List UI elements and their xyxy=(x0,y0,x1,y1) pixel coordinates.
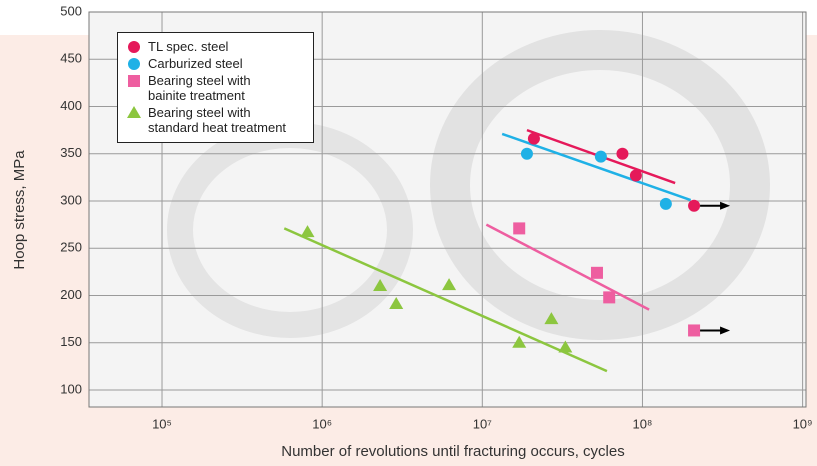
legend-icon xyxy=(128,75,140,87)
y-axis-label: Hoop stress, MPa xyxy=(11,150,28,270)
legend-label: Bearing steel with bainite treatment xyxy=(148,73,251,103)
marker xyxy=(558,340,573,353)
trend-line xyxy=(485,223,650,311)
trend-line xyxy=(501,132,692,202)
legend-item: TL spec. steel xyxy=(126,39,313,54)
marker xyxy=(659,197,672,210)
legend-label: Bearing steel with standard heat treatme… xyxy=(148,105,287,135)
trend-line xyxy=(283,227,608,373)
bearing-image xyxy=(430,30,770,340)
marker xyxy=(128,58,140,70)
y-tick-label: 200 xyxy=(60,287,82,302)
marker xyxy=(527,132,540,145)
x-tick-label: 10⁸ xyxy=(632,416,652,431)
marker xyxy=(442,278,457,291)
legend-label: Carburized steel xyxy=(148,56,243,71)
x-tick-label: 10⁵ xyxy=(152,416,172,431)
x-tick-label: 10⁷ xyxy=(473,416,492,431)
marker xyxy=(512,335,527,348)
legend-item: Bearing steel with standard heat treatme… xyxy=(126,105,313,135)
marker xyxy=(300,225,315,238)
marker xyxy=(629,169,642,182)
y-tick-label: 100 xyxy=(60,381,82,396)
marker xyxy=(688,324,701,337)
x-tick-label: 10⁶ xyxy=(312,416,332,431)
legend-icon xyxy=(128,41,140,53)
plot-frame xyxy=(88,11,807,408)
marker xyxy=(603,291,616,304)
legend-label: TL spec. steel xyxy=(148,39,229,54)
y-tick-label: 500 xyxy=(60,3,82,18)
x-tick-label: 10⁹ xyxy=(793,416,813,431)
runout-arrowhead xyxy=(720,326,731,335)
legend-icon xyxy=(127,106,141,118)
legend-item: Carburized steel xyxy=(126,56,313,71)
marker xyxy=(590,266,603,279)
legend-icon xyxy=(128,58,140,70)
marker xyxy=(688,199,701,212)
y-tick-label: 400 xyxy=(60,98,82,113)
marker xyxy=(513,222,526,235)
runout-arrowhead xyxy=(720,201,731,210)
marker xyxy=(616,147,629,160)
y-tick-label: 250 xyxy=(60,240,82,255)
y-tick-label: 300 xyxy=(60,192,82,207)
x-axis-label: Number of revolutions until fracturing o… xyxy=(281,443,624,460)
y-tick-label: 150 xyxy=(60,334,82,349)
marker xyxy=(389,296,404,309)
marker xyxy=(594,150,607,163)
legend: TL spec. steel Carburized steel Bearing st… xyxy=(117,32,314,143)
marker xyxy=(128,41,140,53)
marker xyxy=(373,279,388,292)
marker xyxy=(127,106,141,118)
y-tick-label: 450 xyxy=(60,51,82,66)
y-tick-label: 350 xyxy=(60,145,82,160)
marker xyxy=(520,147,533,160)
legend-item: Bearing steel with bainite treatment xyxy=(126,73,313,103)
marker xyxy=(128,75,140,87)
marker xyxy=(544,312,559,325)
